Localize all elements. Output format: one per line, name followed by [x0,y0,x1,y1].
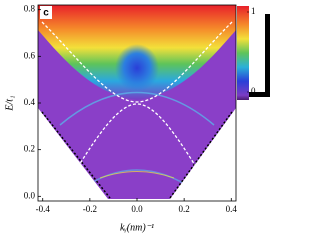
heatmap [38,5,236,199]
boundary [41,111,233,199]
y-axis-label: E/t₁ [4,95,15,111]
x-tick-label: -0.2 [83,204,97,214]
colorbar-shadow [249,14,270,97]
y-tick-label: 0.6 [24,50,36,60]
y-tick-label: 0.0 [24,190,36,200]
colorbar-tick-label: 1 [251,6,256,16]
y-tick-label: 0.4 [24,97,36,107]
y-tick-label: 0.8 [24,4,36,14]
figure: c kᵧ(nm)⁻¹ E/t₁ -0.4 -0.2 0.0 0.2 0.4 0.0 0.2 0… [4,4,270,233]
panel-label: c [43,8,49,19]
x-tick-label: 0.0 [131,204,143,214]
colorbar-tick-label: 0 [251,86,256,96]
x-tick-label: 0.2 [179,204,190,214]
y-tick-label: 0.2 [24,144,35,154]
x-tick-label: 0.4 [226,204,238,214]
dashed-curve [41,21,233,103]
colorbar [237,6,249,100]
dashed-curve [69,103,205,181]
x-tick-label: -0.4 [36,204,51,214]
panel-label-box [40,6,52,19]
x-axis-label: kᵧ(nm)⁻¹ [120,222,154,233]
